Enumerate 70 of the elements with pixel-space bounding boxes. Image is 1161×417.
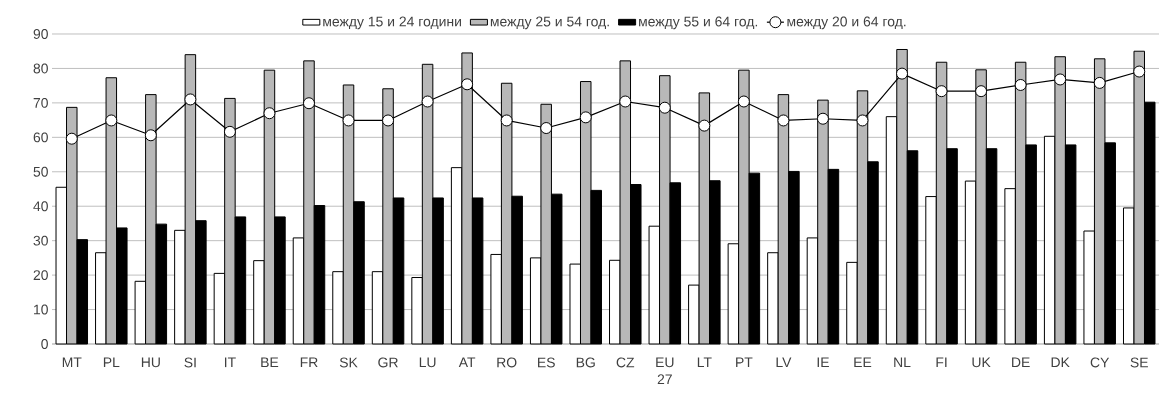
x-tick-label: CY bbox=[1090, 357, 1110, 368]
point bbox=[698, 119, 711, 132]
point bbox=[896, 67, 909, 80]
y-tick-label: 40 bbox=[33, 201, 48, 212]
x-tick-label: LT bbox=[697, 357, 712, 368]
x-tick-label: NL bbox=[894, 357, 911, 368]
x-tick-label: UK bbox=[972, 357, 991, 368]
legend-label: между 25 и 54 год. bbox=[490, 16, 609, 30]
x-tick-label: AT bbox=[458, 357, 476, 368]
point bbox=[1133, 65, 1146, 78]
point bbox=[619, 95, 632, 108]
legend-label: между 15 и 24 години bbox=[323, 16, 461, 30]
x-tick-label: LU bbox=[419, 357, 436, 368]
x-tick-label: FR bbox=[300, 357, 318, 368]
point bbox=[421, 95, 434, 108]
point bbox=[263, 107, 276, 120]
x-tick-label: IE bbox=[817, 357, 829, 368]
x-tick-label: CZ bbox=[616, 357, 635, 368]
point bbox=[144, 129, 157, 142]
legend-label: между 55 и 64 год. bbox=[639, 16, 758, 30]
x-tick-label: SK bbox=[339, 357, 358, 368]
point bbox=[382, 114, 395, 127]
point bbox=[856, 114, 869, 127]
x-tick-label: SE bbox=[1130, 357, 1148, 368]
y-tick-label: 20 bbox=[33, 270, 48, 281]
x-tick-label: MT bbox=[62, 357, 82, 368]
y-tick-label: 10 bbox=[34, 304, 48, 315]
y-tick-label: 50 bbox=[33, 166, 48, 177]
x-tick-label: RO bbox=[497, 357, 517, 368]
point bbox=[1054, 73, 1067, 86]
x-tick-label: HU bbox=[141, 357, 160, 368]
y-tick-label: 90 bbox=[33, 29, 48, 39]
x-tick-label: EE bbox=[854, 357, 872, 368]
point bbox=[184, 93, 197, 106]
x-tick-label: PT bbox=[736, 357, 753, 368]
point bbox=[500, 114, 513, 127]
point bbox=[540, 122, 553, 135]
x-tick-label: IT bbox=[225, 357, 236, 368]
x-tick-label: BG bbox=[576, 357, 595, 368]
point bbox=[935, 85, 948, 98]
x-tick-label: DE bbox=[1012, 357, 1030, 368]
y-tick-label: 60 bbox=[33, 132, 48, 143]
y-tick-label: 80 bbox=[33, 63, 48, 74]
y-tick-label: 0 bbox=[41, 339, 48, 349]
point bbox=[777, 114, 790, 127]
point bbox=[342, 114, 355, 127]
point bbox=[975, 85, 988, 98]
x-tick-label: GR bbox=[378, 357, 398, 368]
x-tick-label: LV bbox=[776, 357, 792, 368]
x-tick-label: PL bbox=[103, 357, 120, 368]
point bbox=[65, 132, 78, 145]
point bbox=[816, 112, 829, 125]
y-tick-label: 70 bbox=[33, 97, 48, 108]
point bbox=[1093, 76, 1106, 89]
x-tick-label: BE bbox=[261, 357, 279, 368]
x-tick-label: ES bbox=[538, 357, 555, 368]
x-tick-label: FI bbox=[936, 357, 947, 368]
point bbox=[579, 111, 592, 124]
point bbox=[105, 114, 118, 127]
point bbox=[737, 95, 750, 108]
point bbox=[302, 97, 315, 110]
point bbox=[223, 125, 236, 138]
y-tick-label: 30 bbox=[33, 235, 48, 246]
x-tick-label: DK bbox=[1051, 357, 1070, 368]
x-tick-label: SI bbox=[184, 357, 196, 368]
legend-label: между 20 и 64 год. bbox=[787, 16, 906, 30]
point bbox=[1014, 78, 1027, 91]
point bbox=[658, 101, 671, 114]
x-tick-label: EU 27 bbox=[656, 357, 674, 385]
point bbox=[461, 78, 474, 91]
